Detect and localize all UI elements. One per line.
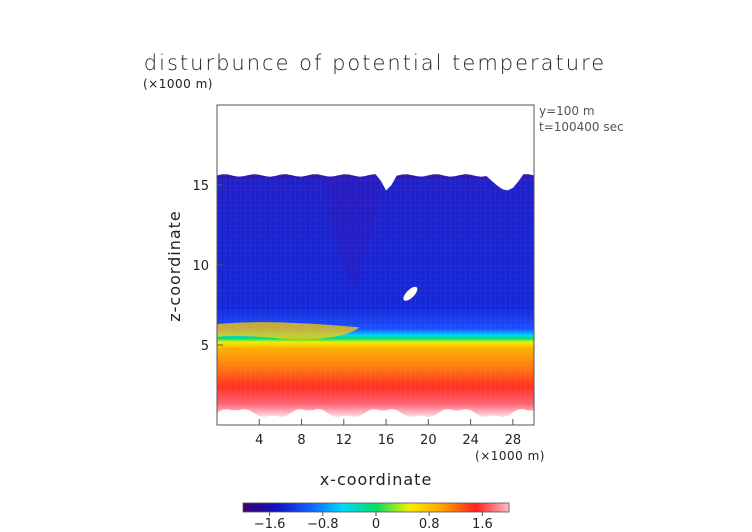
x-axis-label: x-coordinate [320, 470, 433, 489]
x-ticks: 4 8 12 16 20 24 28 [255, 419, 521, 448]
colorbar-tick-label: 1.6 [472, 517, 493, 532]
cold-plume [322, 178, 382, 289]
colorbar-tick-label: 0 [372, 517, 380, 532]
annotation-y: y=100 m [539, 104, 595, 118]
y-axis-unit: (×1000 m) [143, 77, 213, 91]
warm-tongue [217, 322, 360, 340]
x-tick-label: 4 [255, 433, 263, 448]
y-tick-label: 10 [192, 259, 209, 274]
y-tick-label: 15 [192, 179, 209, 194]
x-tick-label: 24 [462, 433, 479, 448]
colorbar-tick-label: −0.8 [307, 517, 339, 532]
x-tick-label: 20 [420, 433, 437, 448]
colorbar-tick-label: 0.8 [419, 517, 440, 532]
x-tick-label: 28 [505, 433, 522, 448]
x-axis-unit: (×1000 m) [475, 449, 545, 463]
bubble [403, 286, 418, 301]
colorbar-ticks: −1.6 −0.8 0 0.8 1.6 [254, 512, 493, 532]
x-tick-label: 12 [336, 433, 353, 448]
colorbar-tick-label: −1.6 [254, 517, 286, 532]
x-tick-label: 16 [378, 433, 395, 448]
colorbar: −1.6 −0.8 0 0.8 1.6 [242, 502, 510, 532]
y-tick-label: 5 [201, 339, 209, 354]
chart-title: disturbunce of potential temperature [144, 51, 606, 75]
y-axis-label: z-coordinate [165, 210, 184, 322]
plot-area: 4 8 12 16 20 24 28 5 10 15 [192, 104, 535, 448]
field-texture [217, 174, 534, 417]
y-ticks: 5 10 15 [192, 179, 223, 354]
annotation-t: t=100400 sec [539, 120, 624, 134]
colorbar-strip [242, 502, 510, 513]
x-tick-label: 8 [297, 433, 305, 448]
